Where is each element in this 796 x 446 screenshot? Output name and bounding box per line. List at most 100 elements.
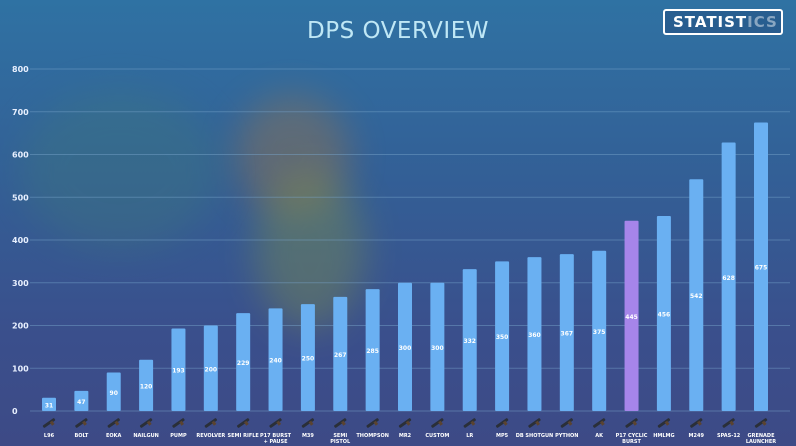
weapon-icon (75, 418, 88, 428)
bar-value-label: 240 (269, 358, 282, 365)
x-tick-label: SPAS-12 (717, 433, 741, 439)
y-tick-label: 500 (12, 193, 29, 202)
x-tick-label: PUMP (170, 433, 187, 439)
weapon-icon (592, 418, 606, 428)
bar-value-label: 675 (755, 265, 768, 272)
weapon-icon (42, 418, 56, 428)
weapon-icon (236, 418, 250, 428)
weapon-icon (722, 418, 735, 428)
background-foliage-blur (20, 90, 220, 250)
weapon-icon (172, 418, 185, 428)
bar (106, 372, 121, 411)
weapon-icon (560, 418, 574, 428)
statistics-badge: STATISTICS (663, 9, 783, 35)
weapon-icon (107, 418, 120, 428)
bar (721, 142, 736, 411)
x-tick-label: AK (595, 433, 604, 439)
bar-value-label: 367 (561, 331, 574, 338)
bar-value-label: 456 (658, 312, 671, 319)
bar-value-label: 193 (172, 368, 185, 375)
weapon-icon (754, 418, 768, 428)
y-axis-ticks: 0 100 200 300 400 500 600 700 800 (12, 65, 29, 416)
weapon-icon (528, 418, 541, 428)
x-tick-label: CUSTOM (425, 433, 449, 439)
background-figure-blur (235, 95, 350, 215)
bar-value-label: 628 (722, 275, 735, 282)
bar-value-label: 542 (690, 293, 703, 300)
weapon-icon (690, 418, 703, 428)
weapon-icon (463, 418, 476, 428)
bar-value-label: 350 (496, 334, 509, 341)
weapon-icon (269, 418, 282, 428)
x-tick-label: L96 (44, 433, 55, 439)
bar (333, 296, 348, 411)
badge-text: STATIST (673, 13, 748, 31)
x-tick-label: EOKA (106, 433, 122, 439)
bar-value-label: 120 (140, 383, 153, 390)
weapon-icon (431, 418, 444, 428)
bar-value-label: 300 (431, 345, 444, 352)
bar (365, 289, 380, 411)
y-tick-label: 300 (12, 279, 29, 288)
y-tick-label: 800 (12, 65, 29, 74)
x-tick-label: GRENADE LAUNCHER (746, 433, 776, 445)
y-tick-label: 400 (12, 236, 29, 245)
bar-value-label: 267 (334, 352, 347, 359)
bar (236, 313, 251, 411)
bar (656, 216, 671, 411)
bar (462, 269, 477, 411)
bar (42, 397, 56, 411)
bar-value-label: 250 (302, 356, 315, 363)
bar-value-label: 445 (625, 314, 638, 321)
bar-value-label: 285 (366, 348, 379, 355)
x-tick-label: SEMI RIFLE (228, 433, 260, 439)
weapon-icon (625, 418, 638, 428)
bar-value-label: 200 (205, 366, 218, 373)
x-tick-label: DB SHOTGUN (516, 433, 554, 439)
x-tick-label: NAILGUN (133, 433, 158, 439)
bar (754, 122, 768, 411)
x-tick-label: M249 (689, 433, 705, 439)
bar-value-label: 47 (77, 399, 85, 406)
y-tick-label: 700 (12, 108, 29, 117)
x-tick-label: THOMPSON (356, 433, 389, 439)
bar (527, 257, 542, 411)
x-tick-label: P17 BURST + PAUSE (260, 433, 292, 445)
weapon-icon (139, 418, 153, 428)
weapon-icon (366, 418, 379, 428)
bar (495, 261, 510, 411)
y-tick-label: 100 (12, 364, 29, 373)
bar-value-label: 229 (237, 360, 250, 367)
bar (74, 390, 89, 411)
x-tick-label: MP5 (496, 433, 509, 439)
bar (203, 325, 218, 411)
bar (398, 282, 412, 411)
value-labels: 31 47 90 120 193 200 229 240 250 267 285 300 300 332 3… (45, 265, 767, 410)
x-tick-label: HMLMG (653, 433, 674, 439)
weapon-icon (495, 418, 509, 428)
bars (42, 122, 768, 411)
bar-value-label: 31 (45, 402, 53, 409)
bar (559, 254, 574, 411)
bar (624, 220, 639, 411)
bar (689, 179, 704, 411)
weapon-icon (334, 418, 347, 428)
bar-value-label: 375 (593, 329, 606, 336)
bar (300, 304, 315, 411)
weapon-icon (204, 418, 218, 428)
bar-value-label: 360 (528, 332, 541, 339)
x-tick-label: BOLT (74, 433, 88, 439)
bar-value-label: 332 (463, 338, 476, 345)
x-tick-label: MR2 (399, 433, 412, 439)
bar (268, 308, 283, 411)
y-tick-label: 0 (12, 407, 18, 416)
x-tick-label: SEMI PISTOL (330, 433, 351, 445)
y-tick-label: 200 (12, 322, 29, 331)
x-tick-label: P17 CYCLIC BURST (616, 433, 648, 445)
weapon-icon (398, 418, 412, 428)
x-tick-label: M39 (302, 433, 314, 439)
bar (171, 328, 186, 411)
y-tick-label: 600 (12, 151, 29, 160)
x-tick-label: LR (466, 433, 473, 439)
weapon-icon (301, 418, 315, 428)
